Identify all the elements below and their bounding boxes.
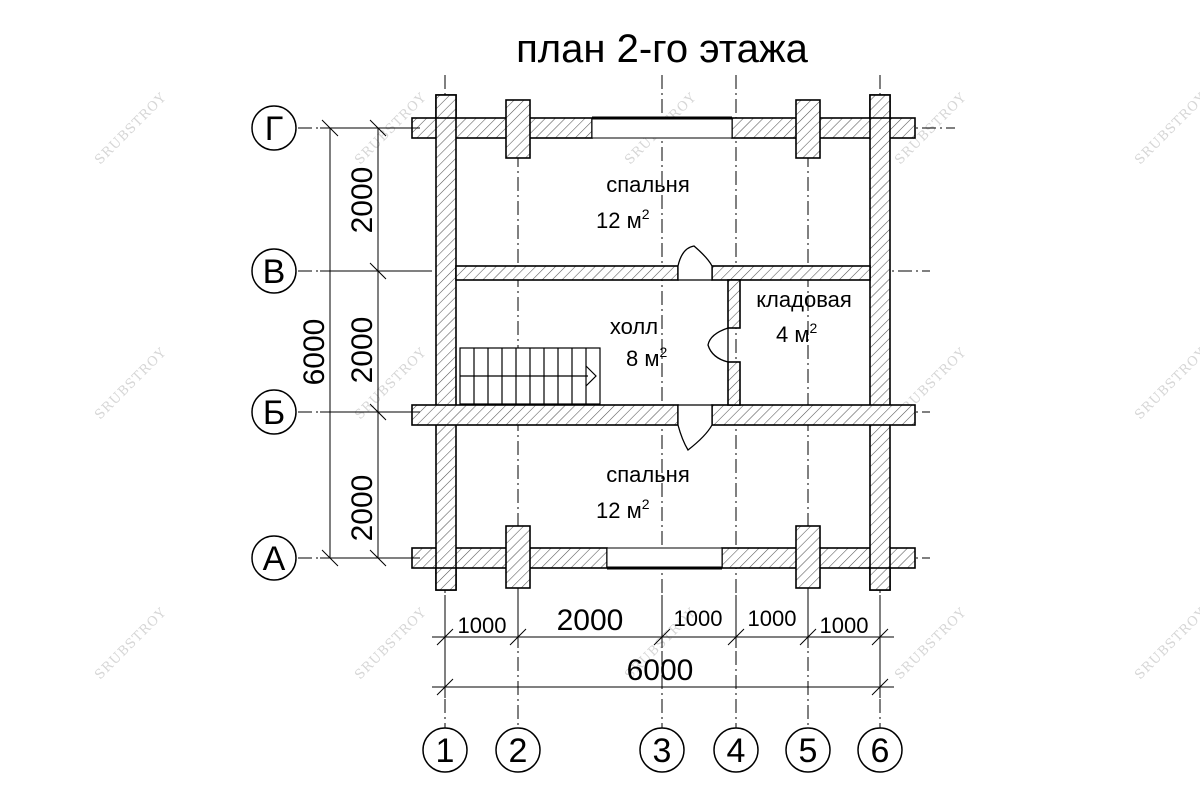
axis-label-col: 4: [727, 732, 746, 770]
axis-marker-circle: [251, 389, 297, 435]
axis-marker-circle: [495, 727, 541, 773]
wall-axis-v: [711, 265, 871, 281]
axis-label-col: 3: [653, 732, 672, 770]
post: [795, 99, 821, 159]
windows: [591, 116, 733, 570]
room-storage-name: кладовая: [756, 287, 852, 312]
walls: [411, 94, 916, 591]
dim-v-seg1: 2000: [346, 167, 379, 234]
watermark: SRUBSTROY: [1132, 345, 1200, 423]
post: [505, 99, 531, 159]
watermark: SRUBSTROY: [92, 345, 170, 423]
axis-label-col: 2: [509, 732, 528, 770]
watermark: SRUBSTROY: [92, 605, 170, 683]
log-end: [869, 94, 891, 119]
room-storage-area: 4 м2: [776, 320, 817, 347]
post: [505, 525, 531, 589]
axis-label-col: 6: [871, 732, 890, 770]
window-top: [591, 117, 733, 139]
axis-marker-circle: [639, 727, 685, 773]
log-end: [435, 94, 457, 119]
dim-v-total: 6000: [298, 319, 331, 386]
wall-axis-v: [455, 265, 679, 281]
axis-marker-circle: [251, 535, 297, 581]
column-axis-markers: 1 2 3 4 5 6: [422, 727, 903, 773]
room-bedroom-top-name: спальня: [606, 172, 690, 197]
post: [795, 525, 821, 589]
axis-label-row: В: [263, 253, 286, 291]
room-hall-name: холл: [610, 314, 658, 339]
axis-marker-circle: [251, 105, 297, 151]
room-labels: спальня 12 м2 холл 8 м2 кладовая 4 м2 сп…: [596, 172, 852, 523]
wall-storage: [727, 361, 741, 406]
window-bottom: [606, 547, 723, 569]
dim-h-total: 6000: [627, 654, 694, 687]
door-storage: [707, 327, 729, 363]
wall-storage: [727, 279, 741, 329]
dim-h-seg1: 1000: [458, 613, 507, 638]
wall-left: [435, 94, 457, 591]
vertical-dimensions: [320, 119, 420, 567]
axis-marker-circle: [785, 727, 831, 773]
dim-h-seg3: 1000: [674, 606, 723, 631]
doors: [677, 245, 729, 451]
dim-v-seg3: 2000: [346, 475, 379, 542]
axis-marker-circle: [713, 727, 759, 773]
door-bottom-bedroom: [677, 404, 713, 451]
wall-axis-b: [711, 404, 916, 426]
door-top-bedroom: [677, 245, 713, 281]
axis-marker-circle: [857, 727, 903, 773]
row-axis-markers: Г В Б А: [251, 105, 297, 581]
wall-axis-b: [411, 404, 679, 426]
axis-marker-circle: [422, 727, 468, 773]
axis-label-col: 5: [799, 732, 818, 770]
axis-label-col: 1: [436, 732, 455, 770]
watermark: SRUBSTROY: [1132, 90, 1200, 168]
room-bedroom-bottom-name: спальня: [606, 462, 690, 487]
watermark: SRUBSTROY: [1132, 605, 1200, 683]
horizontal-dimensions: [432, 595, 894, 698]
axis-label-row: Г: [265, 110, 283, 148]
watermark: SRUBSTROY: [892, 605, 970, 683]
watermark: SRUBSTROY: [352, 605, 430, 683]
dim-h-seg5: 1000: [820, 613, 869, 638]
watermark: SRUBSTROY: [92, 90, 170, 168]
room-bedroom-bottom-area: 12 м2: [596, 496, 650, 523]
dim-h-seg4: 1000: [748, 606, 797, 631]
axis-marker-circle: [251, 248, 297, 294]
dim-h-seg2: 2000: [557, 604, 624, 637]
room-bedroom-top-area: 12 м2: [596, 206, 650, 233]
plan-title: план 2-го этажа: [516, 27, 808, 71]
axis-label-row: А: [263, 540, 286, 578]
axis-label-row: Б: [263, 394, 285, 432]
wall-right: [869, 94, 891, 591]
log-end: [435, 567, 457, 591]
dim-v-seg2: 2000: [346, 317, 379, 384]
log-end: [869, 567, 891, 591]
staircase: [459, 347, 601, 405]
room-hall-area: 8 м2: [626, 344, 667, 371]
